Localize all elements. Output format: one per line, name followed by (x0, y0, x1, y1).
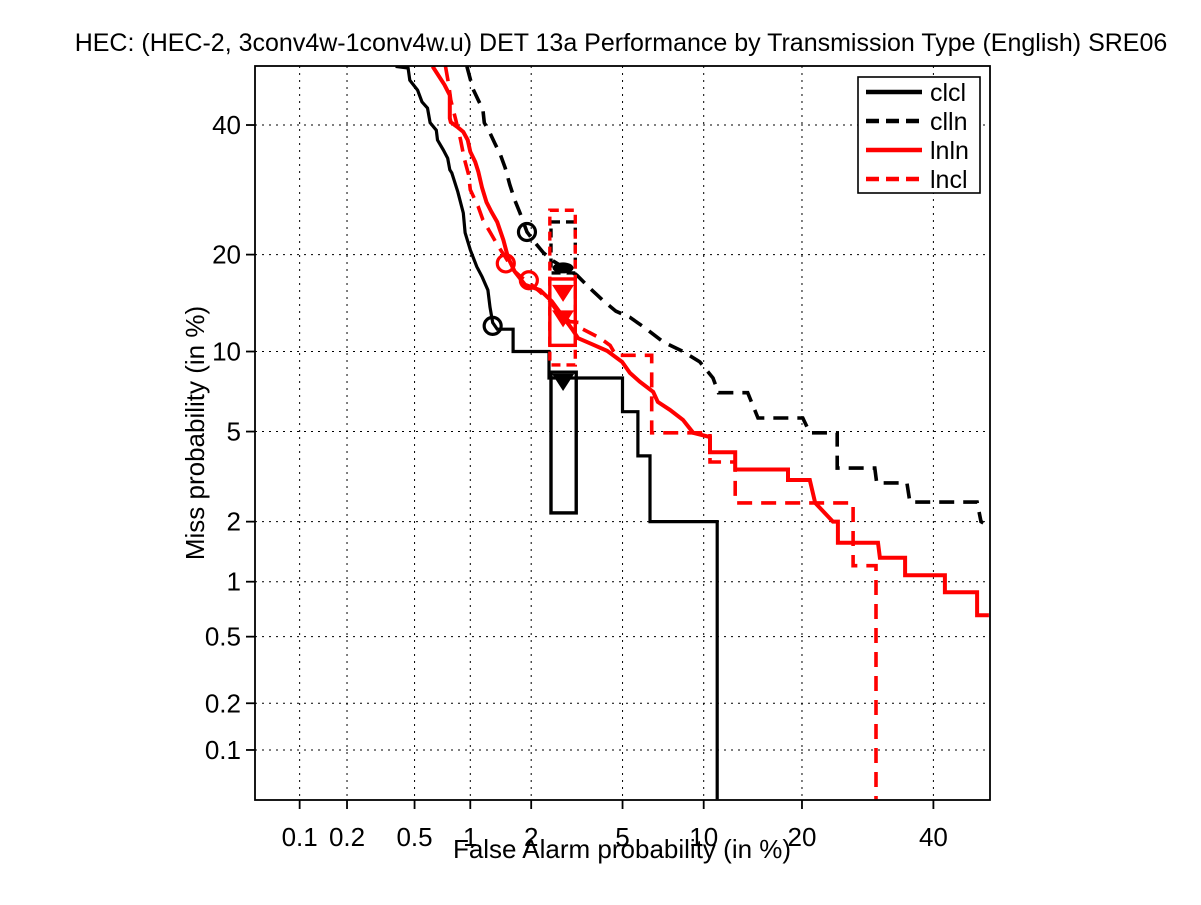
x-axis-label: False Alarm probability (in %) (453, 834, 791, 864)
y-tick-label-40: 40 (212, 110, 241, 140)
legend-label-lnln: lnln (930, 137, 969, 165)
ci-box-clcl (549, 370, 578, 515)
y-tick-label-0.1: 0.1 (205, 735, 241, 765)
y-tick-label-20: 20 (212, 240, 241, 270)
y-tick-label-5: 5 (227, 417, 241, 447)
x-tick-label-1: 1 (463, 822, 477, 852)
actual-dcf-marker-lncl (552, 310, 575, 328)
legend-label-lncl: lncl (930, 166, 968, 194)
chart-title: HEC: (HEC-2, 3conv4w-1conv4w.u) DET 13a … (75, 29, 1168, 57)
actual-dcf-marker-clln (552, 262, 574, 274)
x-tick-label-5: 5 (615, 822, 629, 852)
x-tick-label-20: 20 (788, 822, 817, 852)
y-tick-label-0.5: 0.5 (205, 622, 241, 652)
y-tick-label-1: 1 (227, 567, 241, 597)
curve-lnln (430, 66, 989, 618)
x-tick-label-0.1: 0.1 (282, 822, 318, 852)
min-dcf-marker-lncl (518, 270, 539, 291)
actual-dcf-marker-clcl (552, 373, 575, 391)
curve-clcl (395, 66, 719, 800)
legend-box (857, 76, 981, 194)
x-tick-label-2: 2 (524, 822, 538, 852)
x-tick-label-0.2: 0.2 (329, 822, 365, 852)
axis-ticks: 0.1 0.1 0.2 0.2 0.5 0.5 1 1 2 2 5 5 10 10 20 20 40 40 (205, 110, 948, 852)
x-tick-label-40: 40 (919, 822, 948, 852)
legend-label-clcl: clcl (930, 79, 966, 107)
dcf-markers (482, 221, 575, 391)
y-tick-label-2: 2 (227, 507, 241, 537)
curve-clln (465, 66, 985, 525)
y-tick-label-0.2: 0.2 (205, 688, 241, 718)
x-tick-label-0.5: 0.5 (396, 822, 432, 852)
plot-border (254, 65, 991, 801)
min-dcf-marker-clcl (482, 315, 503, 336)
min-dcf-marker-lnln (495, 253, 516, 274)
legend-label-clln: clln (930, 108, 968, 136)
y-axis-label: Miss probability (in %) (180, 306, 210, 560)
confidence-boxes (548, 208, 578, 515)
x-tick-label-10: 10 (689, 822, 718, 852)
y-tick-label-10: 10 (212, 337, 241, 367)
min-dcf-marker-clln (516, 221, 538, 243)
actual-dcf-marker-lnln (552, 284, 575, 302)
